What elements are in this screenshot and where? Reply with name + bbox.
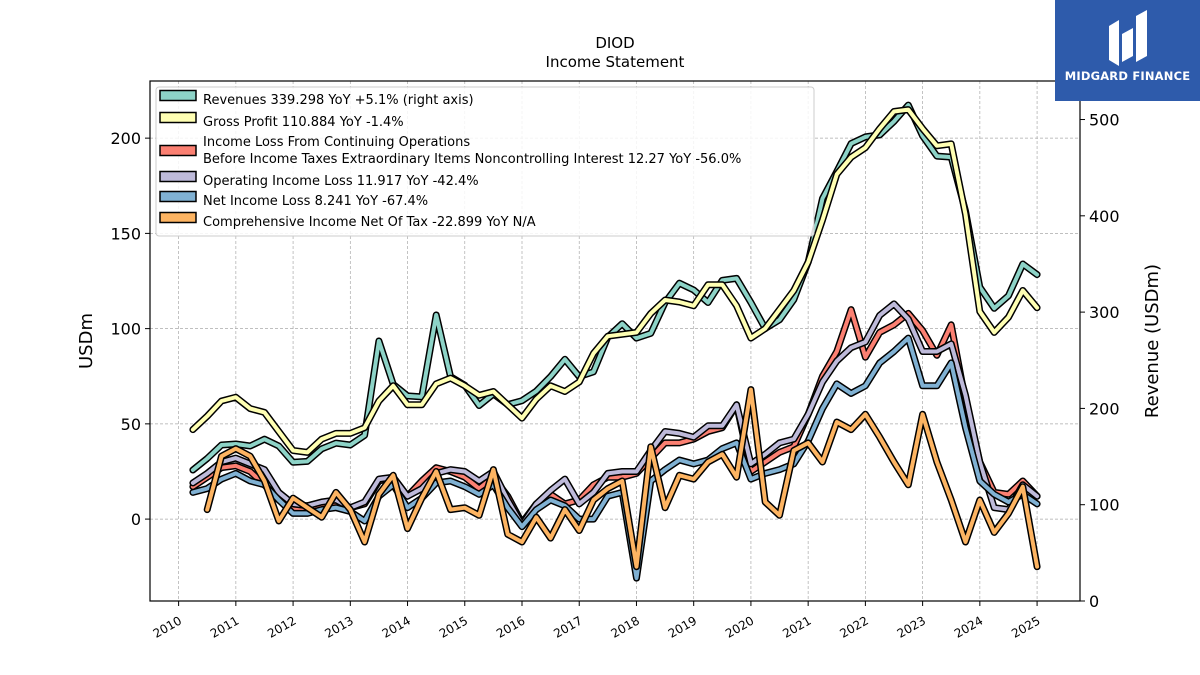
legend-swatch	[159, 211, 197, 224]
midgard-logo-icon	[1109, 10, 1147, 66]
plot-frame	[149, 80, 1081, 602]
series-line	[190, 103, 1040, 472]
y2-tick-label: 100	[1089, 496, 1120, 515]
series-revenues	[189, 101, 1041, 474]
x-tick-label: 2022	[837, 613, 870, 640]
x-tick-label: 2010	[151, 613, 184, 640]
series-outline	[203, 386, 1041, 571]
y-tick-label: 50	[121, 415, 141, 434]
x-tick-label: 2014	[380, 613, 413, 640]
legend-entry-label: Before Income Taxes Extraordinary Items …	[203, 152, 741, 167]
y2-tick-label: 300	[1089, 303, 1120, 322]
y2-tick-label: 500	[1089, 111, 1120, 130]
x-tick-label: 2023	[895, 613, 928, 640]
logo-text: MIDGARD FINANCE	[1064, 69, 1191, 83]
legend-swatch	[159, 89, 197, 102]
legend-swatch	[159, 144, 197, 157]
x-tick-label: 2021	[780, 613, 813, 640]
legend-box	[155, 86, 815, 237]
brand-logo: MIDGARD FINANCE	[1055, 0, 1200, 101]
y-tick-label: 200	[110, 129, 141, 148]
y2-tick-label: 0	[1089, 592, 1099, 611]
x-tick-label: 2013	[322, 613, 355, 640]
chart-title: DIOD	[595, 34, 634, 52]
x-tick-label: 2025	[1009, 613, 1042, 640]
legend-entry-label: Income Loss From Continuing Operations	[203, 135, 470, 150]
series-line	[205, 387, 1040, 569]
x-tick-label: 2020	[723, 613, 756, 640]
y-tick-label: 0	[131, 510, 141, 529]
legend-entry-label: Operating Income Loss 11.917 YoY -42.4%	[203, 174, 479, 189]
legend-swatch	[159, 190, 197, 203]
y2-axis-label: Revenue (USDm)	[1142, 264, 1163, 418]
x-tick-label: 2012	[265, 613, 298, 640]
y-axis-label: USDm	[76, 313, 97, 369]
legend-entry-label: Gross Profit 110.884 YoY -1.4%	[203, 115, 404, 130]
x-tick-label: 2018	[609, 613, 642, 640]
y2-tick-label: 200	[1089, 399, 1120, 418]
series-lines	[189, 101, 1041, 582]
legend-swatch	[159, 170, 197, 183]
x-tick-label: 2019	[666, 613, 699, 640]
series-income-loss-from-continuing-operations-b	[189, 306, 1041, 527]
series-comprehensive-income-net-of-tax	[203, 386, 1041, 571]
series-line	[190, 307, 1040, 525]
x-tick-label: 2017	[551, 613, 584, 640]
series-line	[190, 336, 1040, 581]
y-tick-label: 150	[110, 224, 141, 243]
legend-entry-label: Revenues 339.298 YoY +5.1% (right axis)	[203, 93, 474, 108]
series-line	[190, 107, 1040, 455]
y-tick-label: 100	[110, 320, 141, 339]
series-gross-profit	[189, 106, 1041, 456]
legend-entry-label: Comprehensive Income Net Of Tax -22.899 …	[203, 215, 536, 230]
y2-tick-label: 400	[1089, 207, 1120, 226]
x-tick-label: 2015	[437, 613, 470, 640]
chart-subtitle: Income Statement	[546, 53, 685, 71]
legend-swatch	[159, 111, 197, 124]
x-tick-label: 2016	[494, 613, 527, 640]
x-tick-label: 2024	[952, 613, 985, 640]
legend-entry-label: Net Income Loss 8.241 YoY -67.4%	[203, 194, 428, 209]
legend: Revenues 339.298 YoY +5.1% (right axis) G…	[155, 86, 815, 237]
x-tick-label: 2011	[208, 613, 241, 640]
series-net-income-loss	[189, 334, 1041, 582]
